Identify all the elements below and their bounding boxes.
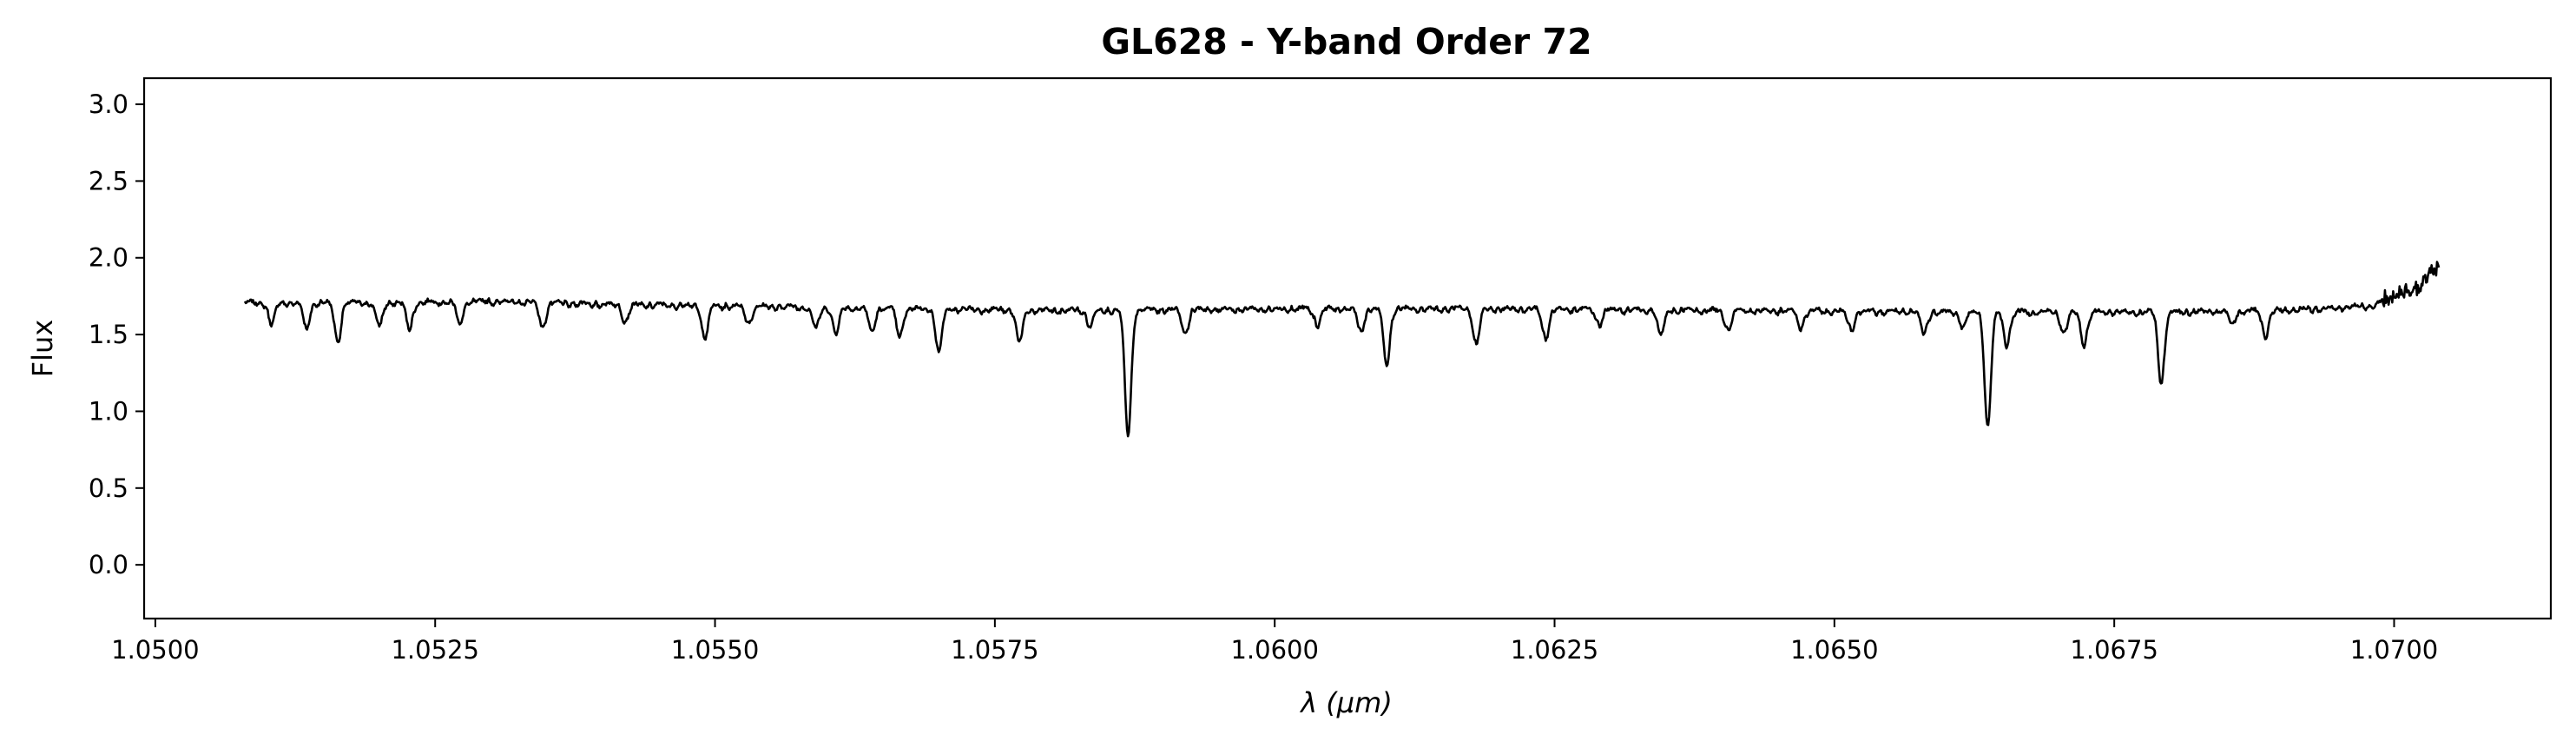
y-axis-label: Flux (26, 320, 59, 378)
x-tick-label: 1.0600 (1230, 635, 1318, 665)
spectrum-line (243, 261, 2441, 438)
x-tick-label: 1.0650 (1790, 635, 1878, 665)
x-tick-label: 1.0525 (391, 635, 478, 665)
y-tick-label: 2.0 (89, 243, 128, 273)
y-tick-label: 2.5 (89, 166, 128, 195)
y-tick-label: 0.5 (89, 473, 128, 503)
x-axis: 1.0500 1.0525 1.0550 1.0575 1.0600 1.0625 1.06… (111, 619, 2438, 665)
y-axis: 0.0 0.5 1.0 1.5 2.0 2.5 3.0 (89, 89, 144, 579)
plot-area (142, 76, 2553, 620)
x-tick-label: 1.0500 (111, 635, 199, 665)
y-tick-label: 0.0 (89, 550, 128, 579)
chart-title: GL628 - Y-band Order 72 (1101, 21, 1591, 63)
x-tick-label: 1.0675 (2070, 635, 2158, 665)
x-tick-label: 1.0575 (951, 635, 1038, 665)
y-tick-label: 1.5 (89, 320, 128, 349)
y-tick-label: 3.0 (89, 89, 128, 119)
x-tick-label: 1.0625 (1511, 635, 1598, 665)
x-axis-label: λ (μm) (1299, 686, 1393, 719)
x-tick-label: 1.0700 (2350, 635, 2438, 665)
x-tick-label: 1.0550 (671, 635, 759, 665)
y-tick-label: 1.0 (89, 396, 128, 426)
